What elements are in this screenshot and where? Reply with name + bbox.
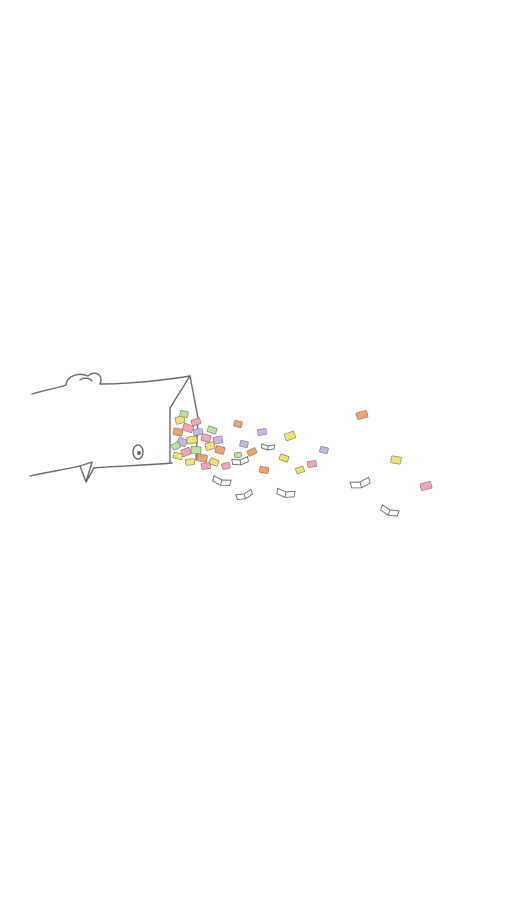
book-lavender bbox=[212, 435, 224, 445]
book-orange bbox=[258, 466, 270, 474]
open-book bbox=[380, 504, 400, 517]
book-yellow bbox=[278, 453, 290, 463]
whale-drawing bbox=[29, 372, 199, 483]
whale-eye bbox=[132, 444, 144, 460]
scattered-books bbox=[221, 410, 433, 491]
book-pink bbox=[419, 481, 433, 491]
open-book bbox=[235, 488, 254, 501]
book-pink bbox=[221, 461, 231, 471]
book-lavender bbox=[239, 440, 249, 448]
book-pink bbox=[190, 417, 202, 427]
book-yellow bbox=[208, 457, 220, 467]
whale-back-line bbox=[31, 372, 191, 395]
book-yellow bbox=[172, 451, 184, 461]
book-pink bbox=[306, 460, 318, 468]
book-yellow bbox=[284, 430, 296, 442]
book-pink bbox=[200, 433, 212, 443]
book-pink bbox=[182, 422, 194, 434]
book-yellow bbox=[390, 455, 402, 465]
book-orange bbox=[196, 453, 208, 463]
book-lavender bbox=[256, 428, 268, 436]
book-yellow bbox=[204, 441, 216, 451]
book-orange bbox=[246, 447, 258, 457]
whale-mouth-top bbox=[169, 375, 191, 463]
book-pink bbox=[200, 462, 212, 470]
book-green bbox=[171, 441, 181, 451]
book-lavender bbox=[319, 445, 329, 455]
open-book bbox=[231, 455, 249, 466]
open-book bbox=[260, 443, 276, 451]
whale-belly-line bbox=[29, 462, 173, 483]
book-yellow bbox=[174, 415, 186, 425]
book-yellow bbox=[184, 458, 196, 466]
book-yellow bbox=[186, 435, 198, 445]
book-green bbox=[179, 410, 189, 418]
book-pink bbox=[180, 447, 192, 457]
whale-pupil bbox=[137, 451, 141, 455]
open-book bbox=[212, 474, 232, 486]
open-book bbox=[349, 476, 371, 489]
open-books bbox=[212, 443, 400, 517]
whale-blowhole bbox=[79, 377, 93, 382]
book-orange bbox=[355, 410, 369, 420]
book-lavender bbox=[192, 428, 204, 436]
book-green bbox=[233, 451, 243, 459]
book-pile bbox=[171, 410, 226, 470]
book-orange bbox=[214, 445, 226, 455]
book-orange bbox=[233, 419, 243, 429]
book-green bbox=[206, 425, 218, 435]
book-green bbox=[190, 445, 202, 455]
book-orange bbox=[172, 427, 184, 437]
book-yellow bbox=[295, 465, 305, 475]
open-book bbox=[276, 487, 296, 498]
whale-fin bbox=[79, 461, 93, 483]
